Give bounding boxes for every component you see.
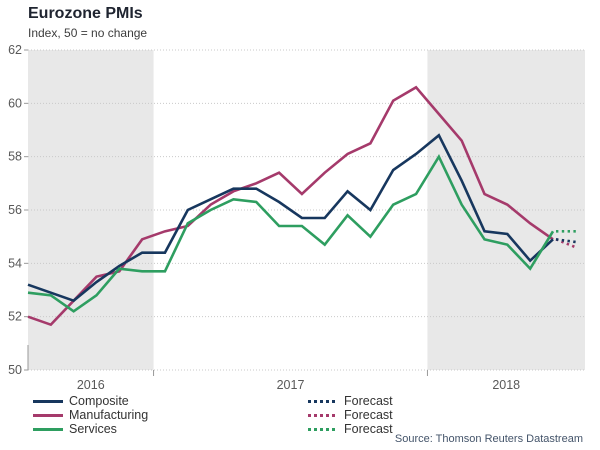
chart-title: Eurozone PMIs <box>28 5 143 22</box>
year-shading-2018 <box>427 50 585 370</box>
x-year-label-2018: 2018 <box>492 378 520 392</box>
chart-subtitle: Index, 50 = no change <box>28 26 148 40</box>
legend-series: Composite Manufacturing Services <box>33 394 148 436</box>
legend-item-composite: Composite <box>33 394 148 408</box>
x-year-label-2016: 2016 <box>77 378 105 392</box>
legend-label-composite: Composite <box>69 394 129 408</box>
year-shading-2016 <box>28 50 154 370</box>
series-line-composite <box>27 133 554 303</box>
composite-forecast-swatch <box>308 399 338 403</box>
manufacturing-line-swatch <box>33 413 63 417</box>
legend-item-forecast-manufacturing: Forecast <box>308 408 393 422</box>
legend-label-forecast-services: Forecast <box>344 422 393 436</box>
legend-item-services: Services <box>33 422 148 436</box>
legend-label-services: Services <box>69 422 117 436</box>
composite-line-swatch <box>33 399 63 403</box>
legend-label-forecast-composite: Forecast <box>344 394 393 408</box>
y-tick-label-56: 56 <box>8 203 22 217</box>
y-tick-label-62: 62 <box>8 43 22 57</box>
manufacturing-forecast-swatch <box>308 413 338 417</box>
legend-item-manufacturing: Manufacturing <box>33 408 148 422</box>
source-credit: Source: Thomson Reuters Datastream <box>394 433 583 445</box>
y-tick-label-54: 54 <box>8 256 22 270</box>
y-tick-label-58: 58 <box>8 150 22 164</box>
y-tick-label-60: 60 <box>8 96 22 110</box>
y-tick-label-50: 50 <box>8 363 22 377</box>
forecast-line-manufacturing <box>555 238 577 249</box>
services-line-swatch <box>33 427 63 431</box>
y-tick-label-52: 52 <box>8 310 22 324</box>
pmi-line-chart: 50 52 54 56 58 60 62 2016 2017 2018 <box>8 43 585 392</box>
legend-label-manufacturing: Manufacturing <box>69 408 149 422</box>
legend-item-forecast-composite: Forecast <box>308 394 393 408</box>
series-line-services <box>27 153 555 313</box>
legend-label-forecast-manufacturing: Forecast <box>344 408 393 422</box>
x-year-label-2017: 2017 <box>277 378 305 392</box>
services-forecast-swatch <box>308 427 338 431</box>
legend-forecast: Forecast Forecast Forecast <box>308 394 393 436</box>
legend-item-forecast-services: Forecast <box>308 422 393 436</box>
